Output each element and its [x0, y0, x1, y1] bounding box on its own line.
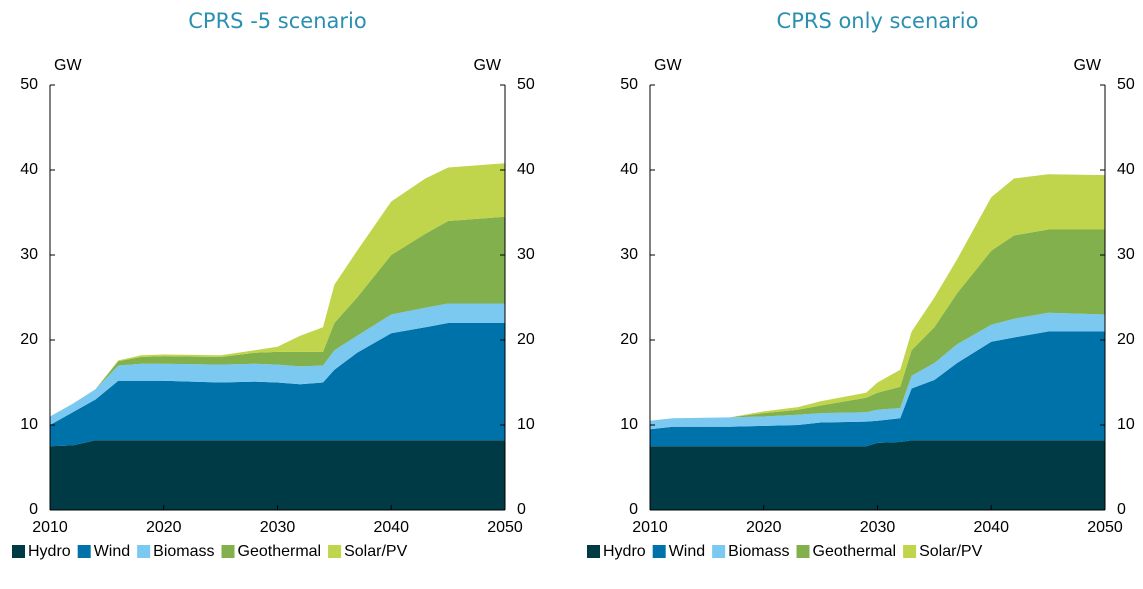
legend-swatch	[903, 545, 917, 558]
area-series	[50, 440, 505, 510]
legend-label: Hydro	[28, 543, 71, 560]
y2-tick-label: 10	[1117, 416, 1135, 433]
y2-tick-label: 10	[517, 416, 535, 433]
legend-label: Solar/PV	[919, 543, 982, 560]
chart-title: CPRS -5 scenario	[188, 9, 366, 33]
y2-tick-label: 40	[517, 161, 535, 178]
area-series	[650, 174, 1105, 421]
y-tick-label: 50	[20, 76, 38, 93]
x-tick-label: 2050	[487, 519, 523, 536]
area-series	[50, 303, 505, 425]
legend-item: Biomass	[137, 543, 215, 560]
legend-swatch	[328, 545, 342, 558]
legend-label: Geothermal	[238, 543, 322, 560]
y2-tick-label: 0	[1117, 501, 1126, 518]
y-tick-label: 0	[629, 501, 638, 518]
y2-tick-label: 30	[1117, 246, 1135, 263]
area-series	[650, 229, 1105, 421]
y-tick-label: 40	[20, 161, 38, 178]
x-tick-label: 2030	[860, 519, 896, 536]
y2-unit-label: GW	[473, 57, 501, 74]
y2-tick-label: 30	[517, 246, 535, 263]
y-tick-label: 10	[620, 416, 638, 433]
area-series	[50, 323, 505, 447]
y-tick-label: 10	[20, 416, 38, 433]
legend-label: Wind	[94, 543, 130, 560]
legend-swatch	[12, 545, 25, 558]
area-series	[50, 216, 505, 417]
y2-tick-label: 20	[517, 331, 535, 348]
area-series	[650, 331, 1105, 447]
legend-swatch	[712, 545, 726, 558]
x-tick-label: 2020	[746, 519, 782, 536]
legend-item: Hydro	[587, 543, 646, 560]
x-tick-label: 2010	[32, 519, 68, 536]
legend-item: Solar/PV	[903, 543, 983, 560]
chart-title: CPRS only scenario	[777, 9, 979, 33]
legend-label: Hydro	[603, 543, 646, 560]
y2-tick-label: 50	[517, 76, 535, 93]
y-tick-label: 0	[29, 501, 38, 518]
legend-item: Wind	[652, 543, 705, 560]
legend-item: Geothermal	[796, 543, 897, 560]
y-tick-label: 20	[20, 331, 38, 348]
area-series	[650, 440, 1105, 510]
y-tick-label: 50	[620, 76, 638, 93]
legend-item: Biomass	[712, 543, 790, 560]
y-tick-label: 40	[620, 161, 638, 178]
legend-swatch	[652, 545, 666, 558]
y2-tick-label: 40	[1117, 161, 1135, 178]
y2-unit-label: GW	[1073, 57, 1101, 74]
y2-tick-label: 0	[517, 501, 526, 518]
legend-label: Biomass	[153, 543, 214, 560]
legend-label: Wind	[669, 543, 705, 560]
y-tick-label: 20	[620, 331, 638, 348]
y-unit-label: GW	[54, 57, 82, 74]
x-tick-label: 2030	[260, 519, 296, 536]
legend-swatch	[796, 545, 810, 558]
x-tick-label: 2010	[632, 519, 668, 536]
y-tick-label: 30	[620, 246, 638, 263]
legend-label: Solar/PV	[344, 543, 407, 560]
legend-swatch	[221, 545, 235, 558]
y2-tick-label: 50	[1117, 76, 1135, 93]
area-series	[650, 312, 1105, 430]
legend-item: Hydro	[12, 543, 71, 560]
legend-item: Wind	[77, 543, 130, 560]
y-tick-label: 30	[20, 246, 38, 263]
area-series	[50, 163, 505, 417]
legend-swatch	[137, 545, 151, 558]
legend-label: Geothermal	[813, 543, 897, 560]
y-unit-label: GW	[654, 57, 682, 74]
x-tick-label: 2020	[146, 519, 182, 536]
x-tick-label: 2040	[973, 519, 1009, 536]
legend-label: Biomass	[728, 543, 789, 560]
legend-item: Solar/PV	[328, 543, 408, 560]
legend-item: Geothermal	[221, 543, 322, 560]
legend-swatch	[587, 545, 600, 558]
legend-swatch	[77, 545, 91, 558]
x-tick-label: 2040	[373, 519, 409, 536]
x-tick-label: 2050	[1087, 519, 1123, 536]
y2-tick-label: 20	[1117, 331, 1135, 348]
